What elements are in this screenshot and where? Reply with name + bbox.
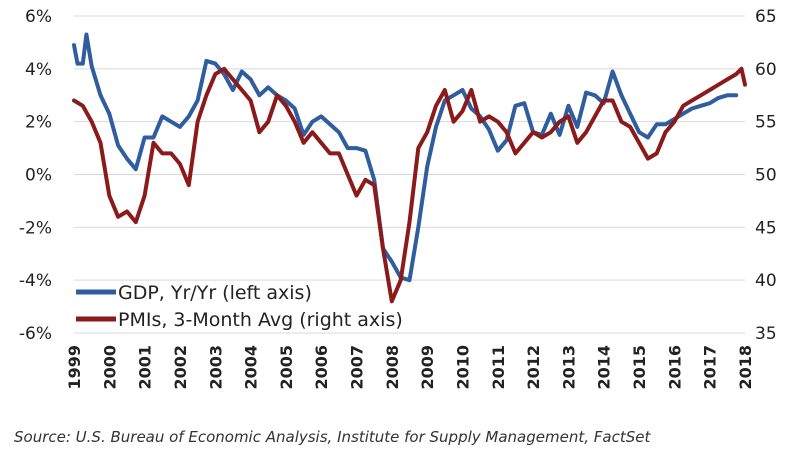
left-tick-label: 4% <box>25 60 52 80</box>
legend-label-gdp: GDP, Yr/Yr (left axis) <box>118 282 312 304</box>
right-tick-label: 55 <box>755 113 777 133</box>
x-tick-label: 2012 <box>524 345 543 390</box>
series-lines <box>72 32 747 304</box>
x-tick-label: 2006 <box>312 345 331 390</box>
right-tick-label: 35 <box>755 324 777 344</box>
x-tick-label: 2018 <box>736 345 755 390</box>
legend: GDP, Yr/Yr (left axis) PMIs, 3-Month Avg… <box>76 282 403 331</box>
x-tick-label: 2015 <box>630 345 649 390</box>
series-line-pmi <box>72 66 747 304</box>
right-tick-label: 50 <box>755 166 777 186</box>
left-tick-label: 6% <box>25 7 52 27</box>
left-tick-label: 0% <box>25 166 52 186</box>
x-tick-label: 2000 <box>100 345 119 390</box>
x-tick-label: 2016 <box>665 345 684 390</box>
right-tick-label: 60 <box>755 60 777 80</box>
x-tick-label: 2017 <box>701 345 720 390</box>
left-axis: -6% -4% -2% 0% 2% 4% 6% <box>19 7 52 344</box>
right-axis: 35 40 45 50 55 60 65 <box>755 7 777 344</box>
x-tick-label: 2013 <box>559 345 578 390</box>
x-tick-label: 2008 <box>383 345 402 390</box>
x-axis: 1999 2000 2001 2002 2003 2004 2005 2006 2007 2008… <box>65 345 755 390</box>
right-tick-label: 40 <box>755 271 777 291</box>
source-note: Source: U.S. Bureau of Economic Analysis… <box>14 428 651 446</box>
series-line-gdp <box>72 32 739 283</box>
x-tick-label: 2003 <box>206 345 225 390</box>
x-tick-label: 2010 <box>453 345 472 390</box>
x-tick-label: 2007 <box>348 345 367 390</box>
left-tick-label: -2% <box>19 218 52 238</box>
x-tick-label: 2004 <box>242 345 261 390</box>
x-tick-label: 2001 <box>136 345 155 390</box>
legend-label-pmi: PMIs, 3-Month Avg (right axis) <box>118 309 403 331</box>
x-tick-label: 2009 <box>418 345 437 390</box>
x-tick-label: 2011 <box>489 345 508 390</box>
left-tick-label: -4% <box>19 271 52 291</box>
right-tick-label: 45 <box>755 218 777 238</box>
x-tick-label: 2014 <box>595 345 614 390</box>
right-tick-label: 65 <box>755 7 777 27</box>
left-tick-label: -6% <box>19 324 52 344</box>
x-tick-label: 2002 <box>171 345 190 390</box>
x-tick-label: 2005 <box>277 345 296 390</box>
x-tick-label: 1999 <box>65 345 84 390</box>
left-tick-label: 2% <box>25 113 52 133</box>
